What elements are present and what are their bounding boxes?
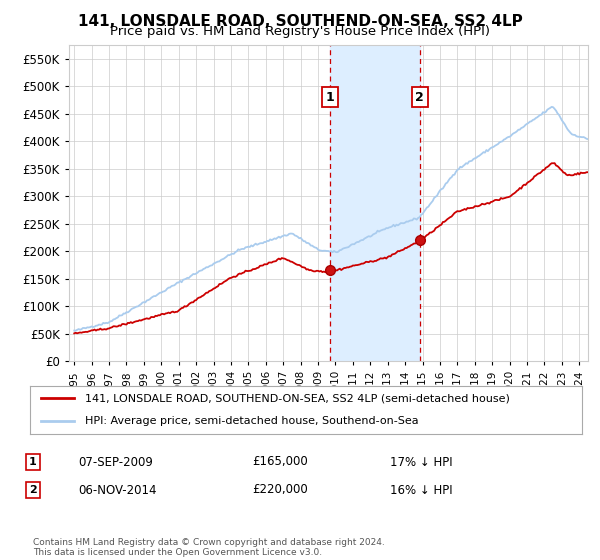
- Text: 16% ↓ HPI: 16% ↓ HPI: [390, 483, 452, 497]
- Text: £220,000: £220,000: [252, 483, 308, 497]
- Text: 141, LONSDALE ROAD, SOUTHEND-ON-SEA, SS2 4LP: 141, LONSDALE ROAD, SOUTHEND-ON-SEA, SS2…: [77, 14, 523, 29]
- Text: 2: 2: [29, 485, 37, 495]
- Text: HPI: Average price, semi-detached house, Southend-on-Sea: HPI: Average price, semi-detached house,…: [85, 416, 419, 426]
- Text: 2: 2: [415, 91, 424, 104]
- Text: 07-SEP-2009: 07-SEP-2009: [78, 455, 153, 469]
- Text: 1: 1: [29, 457, 37, 467]
- Text: 141, LONSDALE ROAD, SOUTHEND-ON-SEA, SS2 4LP (semi-detached house): 141, LONSDALE ROAD, SOUTHEND-ON-SEA, SS2…: [85, 393, 510, 403]
- Text: 17% ↓ HPI: 17% ↓ HPI: [390, 455, 452, 469]
- Text: Price paid vs. HM Land Registry's House Price Index (HPI): Price paid vs. HM Land Registry's House …: [110, 25, 490, 38]
- Text: Contains HM Land Registry data © Crown copyright and database right 2024.
This d: Contains HM Land Registry data © Crown c…: [33, 538, 385, 557]
- Text: 1: 1: [325, 91, 334, 104]
- Text: £165,000: £165,000: [252, 455, 308, 469]
- Text: 06-NOV-2014: 06-NOV-2014: [78, 483, 157, 497]
- Bar: [329, 45, 419, 361]
